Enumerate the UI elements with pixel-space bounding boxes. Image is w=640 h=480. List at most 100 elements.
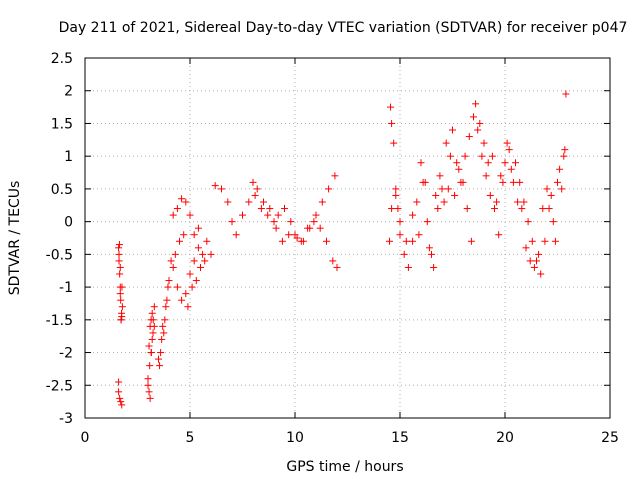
data-point: [539, 205, 547, 213]
data-point: [509, 178, 517, 186]
data-point: [253, 185, 261, 193]
data-point: [423, 218, 431, 226]
data-point: [115, 250, 123, 258]
data-point: [392, 191, 400, 199]
x-tick-label: 5: [186, 430, 195, 446]
data-point: [526, 257, 534, 265]
x-tick-label: 0: [81, 430, 90, 446]
data-point: [115, 388, 123, 396]
data-point: [323, 237, 330, 245]
data-point: [512, 159, 519, 167]
data-point: [182, 290, 190, 298]
data-point: [442, 139, 450, 147]
data-point: [260, 198, 267, 206]
data-point: [218, 185, 225, 193]
data-point: [188, 283, 196, 291]
data-point: [184, 303, 192, 311]
data-point: [173, 283, 181, 291]
y-tick-label: -2.5: [46, 378, 73, 394]
data-point: [156, 362, 164, 370]
data-point: [551, 237, 559, 245]
data-point: [186, 211, 194, 219]
x-tick-label: 10: [286, 430, 304, 446]
data-point: [394, 205, 402, 213]
data-point: [163, 296, 171, 304]
data-point: [554, 178, 561, 186]
data-point: [331, 172, 339, 180]
data-point: [518, 205, 526, 213]
y-tick-label: 0: [64, 215, 73, 231]
data-point: [396, 218, 404, 226]
data-point: [115, 241, 123, 249]
x-tick-label: 25: [601, 430, 619, 446]
data-point: [457, 178, 465, 186]
y-tick-label: -1.5: [46, 313, 73, 329]
data-point: [287, 218, 295, 226]
plot-frame: [84, 57, 611, 419]
data-point: [472, 100, 480, 108]
data-point: [446, 152, 454, 160]
data-point: [478, 152, 486, 160]
data-point: [146, 362, 154, 370]
data-point: [211, 182, 219, 190]
data-point: [203, 237, 211, 245]
data-point: [465, 133, 473, 141]
data-point: [387, 103, 395, 111]
data-point: [484, 159, 492, 167]
data-point: [150, 303, 158, 311]
data-point: [207, 250, 215, 258]
data-point: [239, 211, 246, 219]
data-point: [272, 224, 280, 232]
data-point: [117, 296, 125, 304]
data-point: [545, 205, 553, 213]
data-point: [316, 224, 324, 232]
data-point: [415, 231, 423, 239]
data-point: [388, 119, 396, 127]
data-point: [299, 237, 307, 245]
data-point: [329, 257, 337, 265]
data-point: [541, 237, 549, 245]
data-point: [176, 237, 183, 245]
data-point: [430, 263, 438, 271]
data-point: [533, 257, 540, 265]
data-point: [325, 185, 333, 193]
data-point: [547, 191, 555, 199]
data-point: [482, 172, 490, 180]
data-point: [507, 165, 515, 173]
data-point: [146, 394, 154, 402]
y-tick-label: -1: [59, 280, 73, 296]
data-point: [173, 205, 181, 213]
data-point: [144, 381, 152, 389]
data-point: [145, 342, 153, 350]
data-point: [543, 185, 551, 193]
data-point: [169, 211, 177, 219]
data-point: [186, 270, 194, 278]
data-point: [264, 211, 272, 219]
data-point: [115, 378, 123, 386]
data-point: [278, 237, 286, 245]
data-point: [436, 172, 444, 180]
data-point: [558, 185, 566, 193]
x-axis-label: GPS time / hours: [286, 459, 403, 475]
data-point: [149, 329, 157, 337]
y-axis-ticks: -3 -2.5 -2 -1.5 -1 -0.5 0 0.5 1 1.5 2 2.5: [46, 51, 610, 427]
data-point: [470, 113, 477, 121]
chart-title: Day 211 of 2021, Sidereal Day-to-day VTE…: [59, 20, 628, 36]
x-tick-label: 20: [496, 430, 514, 446]
data-point: [501, 159, 509, 167]
data-point: [144, 375, 152, 383]
data-point: [404, 263, 412, 271]
data-point: [461, 152, 469, 160]
data-point: [497, 172, 505, 180]
data-point: [516, 178, 524, 186]
data-point: [480, 139, 488, 147]
data-point: [116, 290, 124, 298]
data-point: [182, 198, 190, 206]
data-point: [116, 394, 124, 402]
data-point: [535, 250, 543, 258]
data-point: [333, 263, 341, 271]
data-point: [499, 178, 507, 186]
data-point: [438, 185, 446, 193]
data-point: [194, 224, 202, 232]
data-point: [270, 218, 278, 226]
